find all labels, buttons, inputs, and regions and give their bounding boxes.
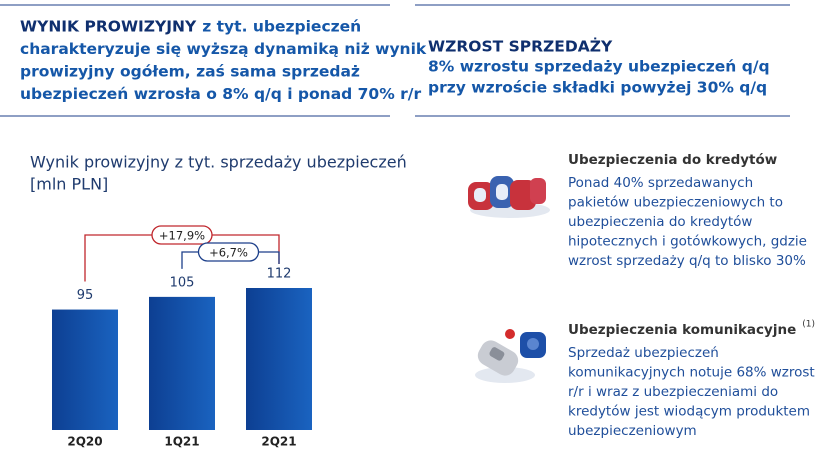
item-text: wzrost sprzedaży q/q to blisko 30% <box>568 253 806 269</box>
icon-house <box>468 176 550 218</box>
bar <box>246 288 312 430</box>
item-heading: Ubezpieczenia komunikacyjne <box>568 322 796 338</box>
x-tick-label: 2Q20 <box>67 435 102 449</box>
header-text: 8% wzrostu sprzedaży ubezpieczeń q/q <box>428 58 770 76</box>
item-text: r/r i wraz z ubezpieczeniami do <box>568 384 778 400</box>
header-text: prowizyjny ogółem, zaś sama sprzedaż <box>20 63 360 81</box>
item-heading: Ubezpieczenia do kredytów <box>568 152 777 168</box>
item-text: hipotecznych i gotówkowych, gdzie <box>568 234 807 250</box>
footnote-mark: (1) <box>802 320 815 330</box>
item-text: pakietów ubezpieczeniowych to <box>568 195 783 211</box>
header-title: WYNIK PROWIZYJNY <box>20 18 197 36</box>
header-text: z tyt. ubezpieczeń <box>202 18 361 36</box>
header-text: charakteryzuje się wyższą dynamiką niż w… <box>20 40 427 58</box>
item-text: Sprzedaż ubezpieczeń <box>568 345 719 361</box>
value-label: 105 <box>170 275 195 290</box>
bar <box>149 296 215 430</box>
chart-title: Wynik prowizyjny z tyt. sprzedaży ubezpi… <box>30 153 407 172</box>
icon-car-key <box>475 329 546 383</box>
annotation: +6,7% <box>209 246 248 260</box>
value-label: 112 <box>267 267 292 282</box>
header-text: ubezpieczeń wzrosła o 8% q/q i ponad 70%… <box>20 85 421 103</box>
item-text: Ponad 40% sprzedawanych <box>568 175 753 191</box>
annotation-pill <box>151 225 213 245</box>
item-text: komunikacyjnych notuje 68% wzrost <box>568 365 815 381</box>
item-text: kredytów jest wiodącym produktem <box>568 404 810 420</box>
item-text: ubezpieczeniowym <box>568 423 697 439</box>
header-text: przy wzroście składki powyżej 30% q/q <box>428 79 767 97</box>
annotation: +17,9% <box>159 229 205 243</box>
header-title: WZROST SPRZEDAŻY <box>428 37 613 56</box>
bar <box>52 309 118 430</box>
annotation-pill <box>197 242 260 262</box>
x-tick-label: 2Q21 <box>261 435 296 449</box>
x-tick-label: 1Q21 <box>164 435 199 449</box>
item-text: ubezpieczenia do kredytów <box>568 214 752 230</box>
value-label: 95 <box>77 288 94 303</box>
chart-subtitle: [mln PLN] <box>30 175 108 194</box>
